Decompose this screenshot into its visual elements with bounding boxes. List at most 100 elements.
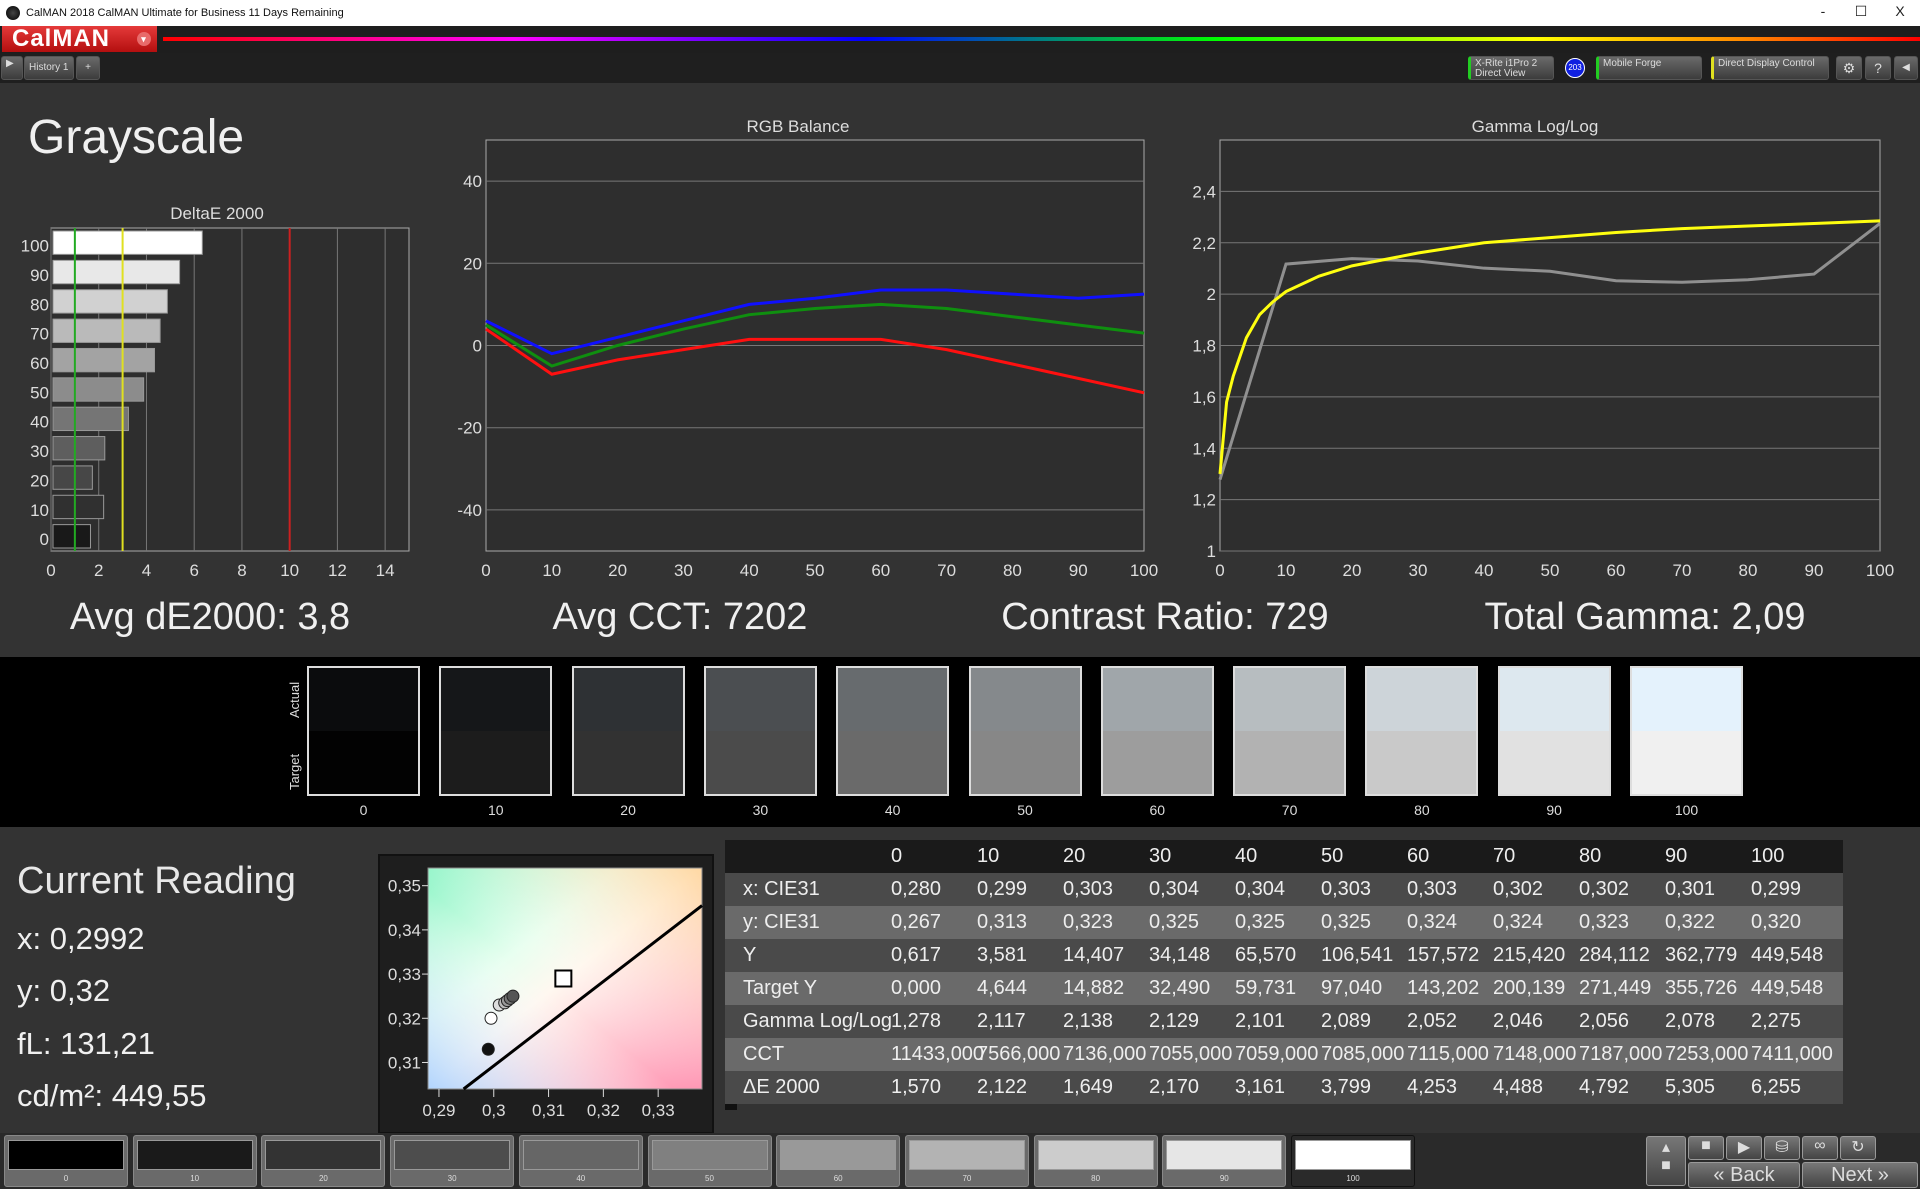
patch-button[interactable]: 20 xyxy=(261,1135,386,1187)
table-cell: 0,303 xyxy=(1407,878,1458,900)
swatch-label: 50 xyxy=(1017,802,1033,818)
deltae-category: 30 xyxy=(30,442,49,461)
table-cell: 2,046 xyxy=(1493,1010,1544,1032)
meter-selector[interactable]: X-Rite i1Pro 2 Direct View xyxy=(1468,56,1554,80)
table-cell: 11433,000 xyxy=(891,1043,985,1065)
table-cell: 0,304 xyxy=(1235,878,1286,900)
patch-button[interactable]: 60 xyxy=(776,1135,901,1187)
measured-point xyxy=(506,989,520,1003)
table-cell: 7148,000 xyxy=(1493,1043,1577,1065)
display-selector[interactable]: Direct Display Control xyxy=(1711,56,1829,80)
deltae-category: 70 xyxy=(30,325,49,344)
gamma-ytick: 2 xyxy=(1207,285,1216,304)
table-cell: 0,303 xyxy=(1063,878,1114,900)
table-cell: 2,129 xyxy=(1149,1010,1200,1032)
refresh-icon[interactable]: ↻ xyxy=(1840,1136,1876,1160)
row-label: Target Y xyxy=(743,977,818,999)
patch-button[interactable]: 70 xyxy=(904,1135,1029,1187)
collapse-button[interactable]: ◀ xyxy=(1894,56,1918,80)
table-cell: 0,325 xyxy=(1149,911,1200,933)
table-cell: 97,040 xyxy=(1321,977,1383,999)
stop-icon[interactable]: ■ xyxy=(1688,1136,1724,1160)
loop-icon[interactable]: ∞ xyxy=(1802,1136,1838,1160)
cie-ytick: 0,31 xyxy=(388,1053,421,1072)
cie-ytick: 0,34 xyxy=(388,921,421,940)
deltae-bar xyxy=(52,347,156,373)
gamma-ytick: 1,2 xyxy=(1192,491,1216,510)
data-table: 0 10 20 30 40 50 60 70 80 90 100 x: CIE31 0,280 0,299… xyxy=(725,840,1843,1104)
gear-icon[interactable]: ⚙ xyxy=(1836,56,1862,80)
target-color xyxy=(441,731,551,794)
table-cell: 0,299 xyxy=(1751,878,1802,900)
deltae-bar xyxy=(52,318,161,343)
patch-label: 30 xyxy=(447,1174,457,1183)
scroll-control[interactable]: ▴ ■ xyxy=(1646,1136,1686,1186)
patch-label: 20 xyxy=(318,1174,328,1183)
patch-button[interactable]: 90 xyxy=(1162,1135,1287,1187)
table-cell: 0,320 xyxy=(1751,911,1802,933)
patch-label: 10 xyxy=(190,1174,200,1183)
table-cell: 0,323 xyxy=(1063,911,1114,933)
swatch-label: 80 xyxy=(1414,802,1430,818)
grayscale-swatch xyxy=(439,666,553,796)
table-cell: 7566,000 xyxy=(977,1043,1061,1065)
target-whitepoint-marker xyxy=(554,969,573,988)
rgb-ytick: -20 xyxy=(457,419,482,438)
patch-color xyxy=(1166,1140,1283,1170)
table-cell: 2,101 xyxy=(1235,1010,1286,1032)
rgb-series-line xyxy=(485,288,1145,356)
patch-button[interactable]: 50 xyxy=(647,1135,772,1187)
row-label: y: CIE31 xyxy=(743,911,820,933)
deltae-xtick: 14 xyxy=(376,561,395,580)
calman-menu-button[interactable]: CalMAN ▾ xyxy=(2,26,157,52)
patch-button[interactable]: 80 xyxy=(1033,1135,1158,1187)
swatch-label: 40 xyxy=(884,802,901,818)
patch-color xyxy=(136,1140,253,1170)
meter-badge[interactable]: 203 xyxy=(1565,58,1585,78)
patch-label: 40 xyxy=(576,1174,586,1183)
maximize-button[interactable]: ☐ xyxy=(1854,3,1868,19)
actual-color xyxy=(838,668,948,731)
swatch-label: 20 xyxy=(620,802,636,818)
source-selector[interactable]: Mobile Forge xyxy=(1596,56,1702,80)
next-label: Next xyxy=(1831,1164,1873,1186)
table-cell: 449,548 xyxy=(1751,977,1824,999)
rgb-xtick: 60 xyxy=(871,561,890,580)
column-header: 60 xyxy=(1407,845,1430,867)
patch-color xyxy=(265,1140,382,1170)
rgb-series-line xyxy=(485,302,1145,368)
grayscale-swatch xyxy=(1497,666,1611,796)
minimize-button[interactable]: - xyxy=(1820,3,1826,19)
back-label: Back xyxy=(1730,1164,1775,1186)
tab-history-1[interactable]: History 1 xyxy=(24,56,74,80)
table-cell: 0,301 xyxy=(1665,878,1716,900)
next-button[interactable]: Next » xyxy=(1802,1162,1918,1188)
patch-button[interactable]: 10 xyxy=(132,1135,257,1187)
table-cell: 449,548 xyxy=(1751,944,1824,966)
save-icon[interactable]: ⛁ xyxy=(1764,1136,1800,1160)
target-color xyxy=(1367,731,1477,794)
table-row: CCT 11433,000 7566,000 7136,000 7055,000 7059… xyxy=(725,1038,1843,1071)
play-icon[interactable]: ▶ xyxy=(1,56,23,80)
gamma-xtick: 70 xyxy=(1673,561,1692,580)
patch-color xyxy=(8,1140,124,1170)
window-title: CalMAN 2018 CalMAN Ultimate for Business… xyxy=(26,7,344,19)
add-tab-button[interactable]: + xyxy=(76,56,100,80)
deltae-xtick: 0 xyxy=(46,561,55,580)
grayscale-swatch xyxy=(571,666,685,796)
grayscale-swatch xyxy=(1100,666,1214,796)
play-icon[interactable]: ▶ xyxy=(1726,1136,1762,1160)
back-button[interactable]: « Back xyxy=(1688,1162,1800,1188)
patch-button[interactable]: 100 xyxy=(1291,1135,1415,1187)
patch-color xyxy=(522,1140,639,1170)
patch-button[interactable]: 30 xyxy=(390,1135,515,1187)
patch-button[interactable]: 40 xyxy=(518,1135,643,1187)
table-cell: 0,303 xyxy=(1321,878,1372,900)
measured-point xyxy=(484,1011,498,1025)
close-button[interactable]: X xyxy=(1895,3,1905,19)
swatch-label: 30 xyxy=(752,802,769,818)
patch-button[interactable]: 0 xyxy=(4,1135,128,1187)
help-button[interactable]: ? xyxy=(1865,56,1891,80)
table-cell: 3,161 xyxy=(1235,1076,1286,1098)
gamma-xtick: 60 xyxy=(1607,561,1626,580)
